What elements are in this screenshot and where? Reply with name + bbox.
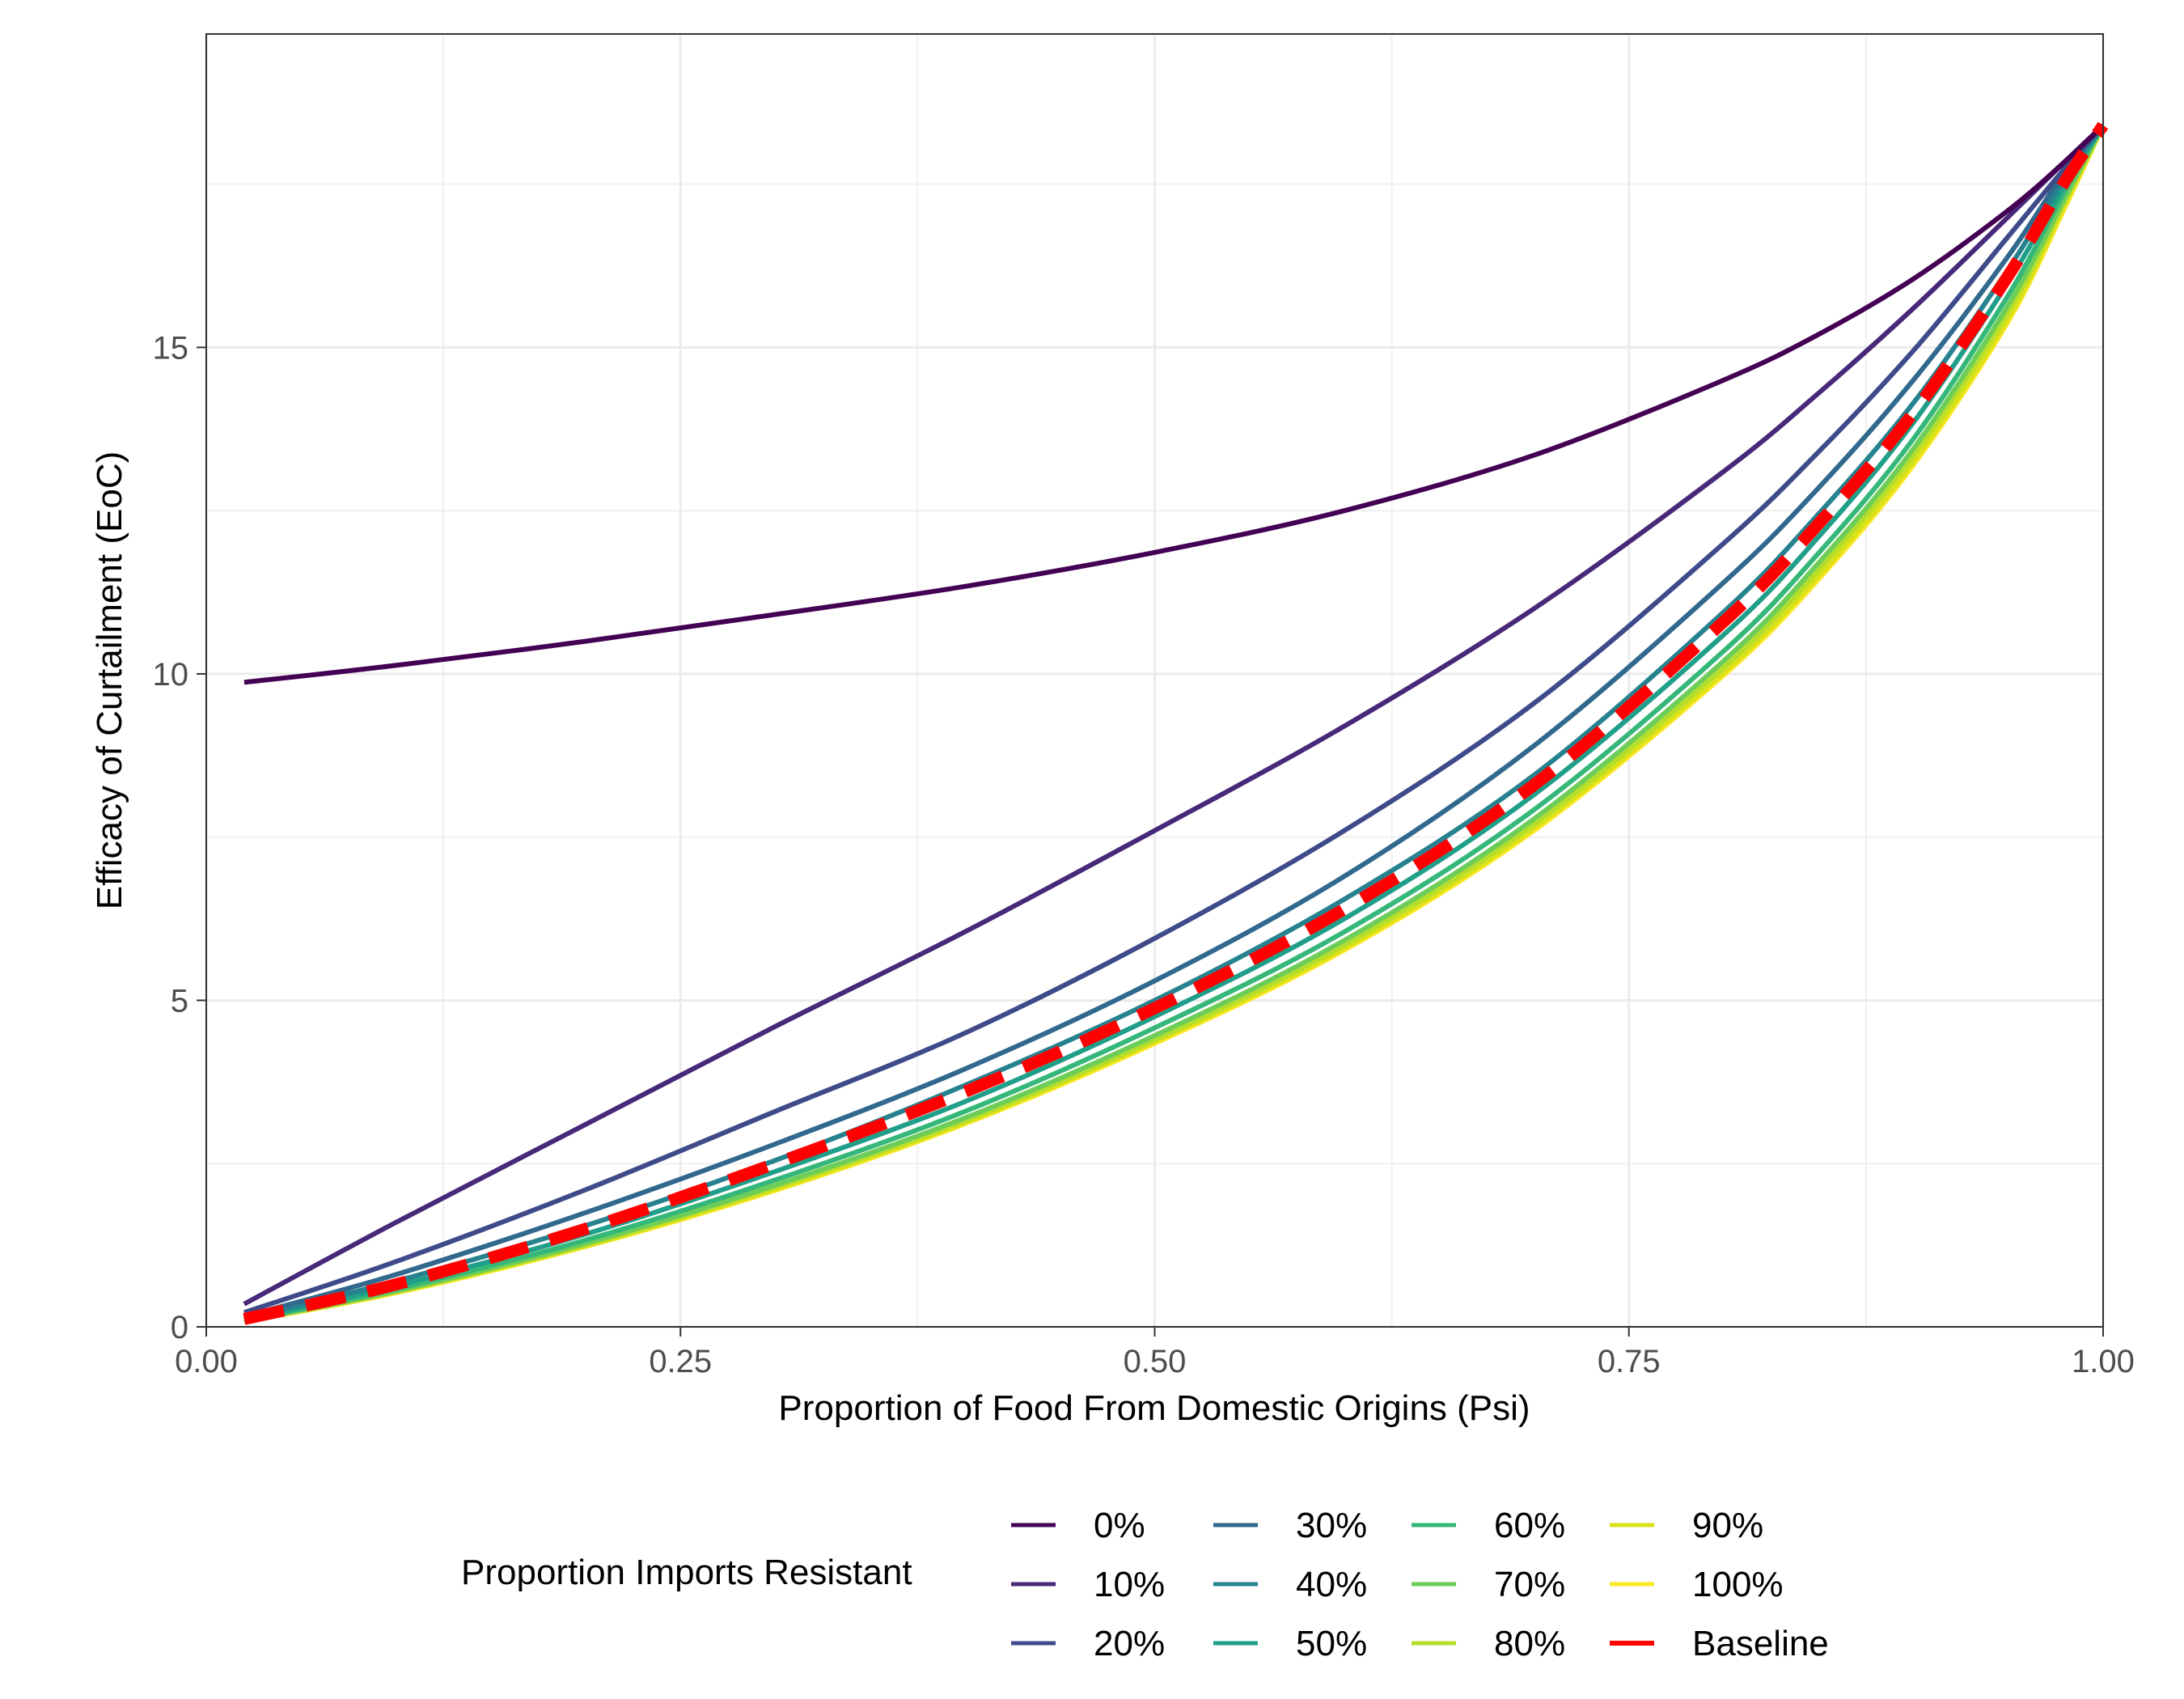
y-tick-label: 15 xyxy=(153,330,189,366)
legend-item: 50% xyxy=(1213,1624,1367,1663)
x-tick-label: 0.75 xyxy=(1598,1344,1661,1379)
x-axis-title: Proportion of Food From Domestic Origins… xyxy=(778,1388,1530,1428)
legend-item: 60% xyxy=(1412,1506,1565,1545)
legend-item: 30% xyxy=(1213,1506,1367,1545)
legend-label: 0% xyxy=(1094,1506,1145,1545)
y-tick-label: 0 xyxy=(171,1310,188,1345)
axis-ticks: 0.00 0.25 0.50 0.75 1.00 0 5 10 15 xyxy=(153,330,2135,1379)
legend-item: 10% xyxy=(1011,1565,1165,1604)
x-tick-label: 0.50 xyxy=(1124,1344,1187,1379)
legend-label: 100% xyxy=(1692,1565,1784,1604)
series-lines xyxy=(243,121,2109,1325)
series-line-20pct xyxy=(243,123,2106,1316)
legend-label: 80% xyxy=(1494,1624,1565,1663)
legend-label: Baseline xyxy=(1692,1624,1829,1663)
series-line-0pct xyxy=(243,123,2106,685)
series-line-10pct xyxy=(243,123,2106,1307)
legend-item: 40% xyxy=(1213,1565,1367,1604)
legend-label: 30% xyxy=(1296,1506,1367,1545)
legend: 0% 10% 20% 30% 40% 50% 60% 70% 80% 90% 100% Baselin… xyxy=(1011,1506,1829,1663)
legend-label: 10% xyxy=(1094,1565,1165,1604)
legend-label: 50% xyxy=(1296,1624,1367,1663)
legend-item: 0% xyxy=(1011,1506,1145,1545)
series-line-baseline xyxy=(243,121,2109,1325)
legend-title: Proportion Imports Resistant xyxy=(461,1553,912,1592)
x-tick-label: 0.25 xyxy=(649,1344,712,1379)
legend-item: Baseline xyxy=(1610,1624,1829,1663)
legend-item: 80% xyxy=(1412,1624,1565,1663)
y-tick-label: 5 xyxy=(171,983,188,1019)
legend-label: 90% xyxy=(1692,1506,1763,1545)
legend-item: 70% xyxy=(1412,1565,1565,1604)
series-line-70pct xyxy=(243,124,2106,1324)
y-axis-title: Efficacy of Curtailment (EoC) xyxy=(90,451,129,909)
legend-label: 40% xyxy=(1296,1565,1367,1604)
y-tick-label: 10 xyxy=(153,657,189,693)
series-line-30pct xyxy=(243,124,2106,1319)
legend-label: 60% xyxy=(1494,1506,1565,1545)
legend-label: 20% xyxy=(1094,1624,1165,1663)
x-tick-label: 1.00 xyxy=(2072,1344,2135,1379)
legend-item: 20% xyxy=(1011,1624,1165,1663)
legend-item: 100% xyxy=(1610,1565,1784,1604)
legend-label: 70% xyxy=(1494,1565,1565,1604)
legend-item: 90% xyxy=(1610,1506,1763,1545)
x-tick-label: 0.00 xyxy=(175,1344,238,1379)
series-line-60pct xyxy=(243,124,2106,1323)
